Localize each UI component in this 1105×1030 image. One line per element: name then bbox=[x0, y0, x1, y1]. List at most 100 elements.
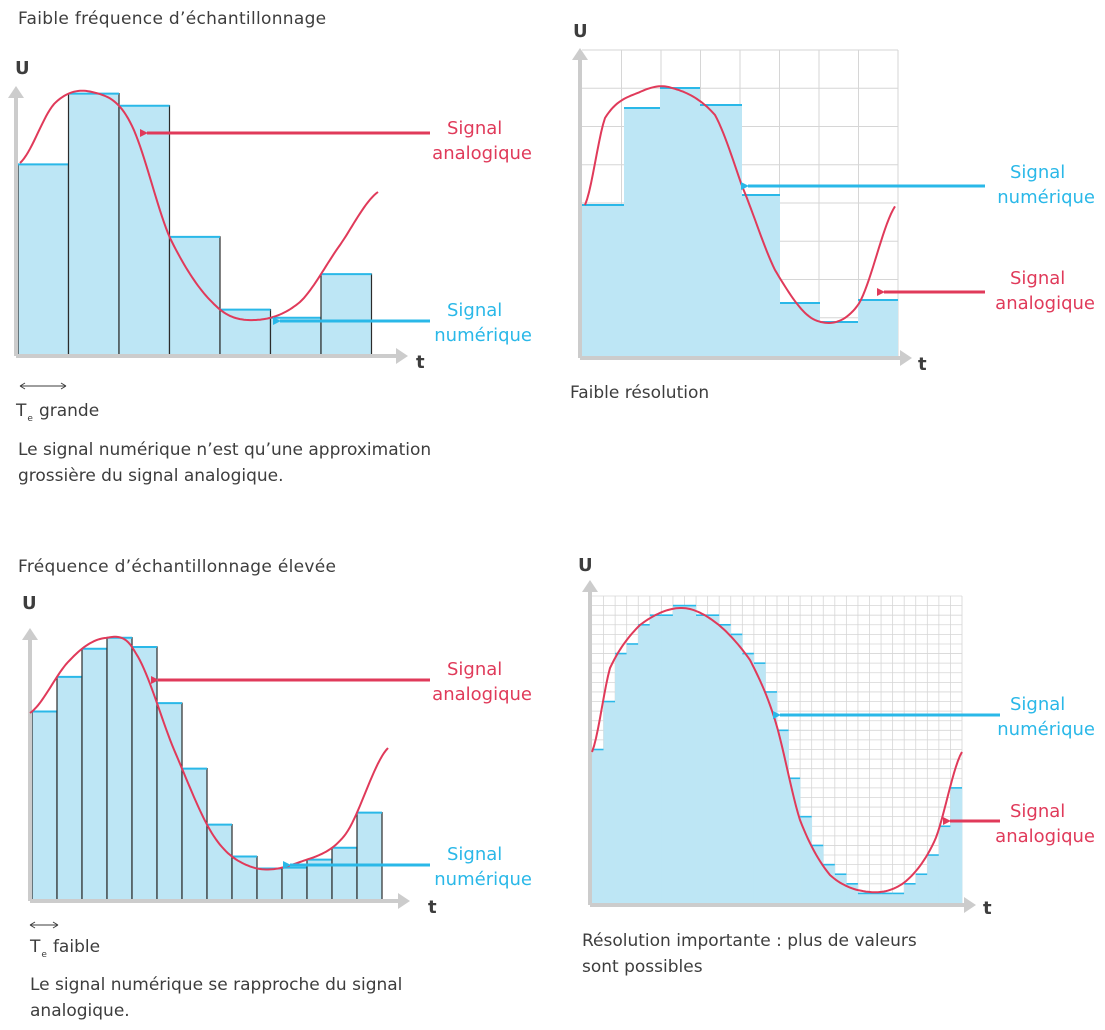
caption-line-1: Résolution importante : plus de valeurs bbox=[582, 931, 917, 951]
sample-bar bbox=[256, 867, 283, 901]
sample-bar bbox=[181, 767, 208, 901]
analog-signal-curve bbox=[591, 607, 963, 894]
resolution-step bbox=[660, 88, 700, 356]
panel-title: Fréquence d’échantillonnage élevée bbox=[18, 557, 336, 577]
sampling-period-arrowheads bbox=[29, 921, 59, 929]
resolution-step bbox=[742, 195, 780, 356]
sample-bar bbox=[206, 824, 233, 901]
sample-bar bbox=[81, 648, 108, 901]
digital-signal-steps bbox=[582, 87, 898, 356]
panel-high-resolution: U t Signal numérique Signal analogique R… bbox=[578, 555, 1095, 977]
y-axis-label: U bbox=[573, 21, 588, 42]
resolution-step bbox=[638, 624, 651, 903]
x-axis-arrowhead bbox=[900, 350, 912, 366]
analog-signal-curve bbox=[29, 635, 389, 871]
sample-bar bbox=[118, 105, 171, 356]
analog-label: Signal analogique bbox=[995, 801, 1095, 847]
x-axis-arrowhead bbox=[964, 897, 976, 913]
resolution-step bbox=[938, 826, 951, 903]
y-axis-label: U bbox=[578, 555, 593, 576]
resolution-step bbox=[927, 855, 940, 903]
resolution-step bbox=[800, 816, 812, 903]
resolution-step bbox=[700, 105, 742, 356]
sample-bar bbox=[56, 676, 83, 901]
digital-label: Signal numérique bbox=[997, 694, 1095, 740]
resolution-step bbox=[582, 205, 624, 356]
digital-signal-bars bbox=[17, 92, 373, 356]
resolution-step bbox=[915, 874, 928, 903]
panel-high-sampling-frequency: Fréquence d’échantillonnage élevée U t S… bbox=[18, 557, 532, 1021]
resolution-step bbox=[780, 303, 820, 356]
resolution-step bbox=[672, 605, 685, 903]
resolution-step bbox=[858, 300, 898, 356]
sample-bar bbox=[17, 163, 70, 356]
caption-line-1: Le signal numérique n’est qu’une approxi… bbox=[18, 440, 431, 460]
y-axis-arrowhead bbox=[22, 628, 38, 640]
resolution-step bbox=[950, 787, 963, 903]
analog-signal-curve bbox=[19, 89, 379, 322]
resolution-step bbox=[892, 893, 905, 903]
y-axis-label: U bbox=[22, 593, 37, 614]
sample-bar bbox=[168, 236, 221, 356]
sample-bar bbox=[67, 93, 120, 356]
resolution-step bbox=[661, 615, 674, 903]
resolution-step bbox=[742, 653, 755, 903]
resolution-step bbox=[707, 615, 720, 903]
digital-signal-steps bbox=[592, 604, 963, 903]
sample-bar bbox=[281, 867, 308, 901]
digital-label: Signal numérique bbox=[434, 300, 532, 346]
resolution-step bbox=[765, 691, 778, 903]
panel-title: Faible fréquence d’échantillonnage bbox=[18, 9, 326, 29]
caption: Faible résolution bbox=[570, 383, 709, 403]
x-axis-arrowhead bbox=[396, 348, 408, 364]
resolution-step bbox=[811, 845, 824, 903]
resolution-step bbox=[869, 893, 882, 903]
caption-line-2: sont possibles bbox=[582, 957, 703, 977]
resolution-step bbox=[834, 874, 847, 903]
analog-label: Signal analogique bbox=[432, 118, 532, 164]
resolution-step bbox=[684, 605, 697, 903]
panel-low-sampling-frequency: Faible fréquence d’échantillonnage U t S… bbox=[8, 9, 532, 486]
sampling-period-label: Te faible bbox=[29, 937, 100, 960]
sample-bar bbox=[320, 273, 373, 356]
sample-bar bbox=[331, 847, 358, 901]
caption-line-2: analogique. bbox=[30, 1001, 130, 1021]
caption-line-1: Le signal numérique se rapproche du sign… bbox=[30, 975, 402, 995]
digital-label: Signal numérique bbox=[434, 844, 532, 890]
resolution-step bbox=[615, 653, 627, 903]
x-axis-label: t bbox=[416, 352, 425, 373]
analog-label: Signal analogique bbox=[995, 268, 1095, 314]
resolution-step bbox=[624, 108, 660, 356]
resolution-step bbox=[730, 634, 743, 903]
resolution-step bbox=[649, 615, 662, 903]
resolution-step bbox=[881, 893, 893, 903]
sampling-period-label: Te grande bbox=[15, 401, 99, 424]
panel-low-resolution: U t Signal numérique Signal analogique F… bbox=[570, 21, 1095, 403]
x-axis-label: t bbox=[428, 897, 437, 918]
digital-signal-bars bbox=[31, 636, 383, 901]
sample-bar bbox=[219, 308, 272, 356]
resolution-step bbox=[788, 778, 801, 903]
resolution-step bbox=[592, 749, 604, 903]
y-axis-arrowhead bbox=[8, 86, 24, 98]
analog-label: Signal analogique bbox=[432, 659, 532, 705]
resolution-step bbox=[777, 730, 789, 903]
sample-bar bbox=[356, 812, 383, 901]
sample-bar bbox=[156, 702, 183, 901]
x-axis-arrowhead bbox=[398, 893, 410, 909]
resolution-step bbox=[857, 893, 870, 903]
resolution-step bbox=[904, 883, 917, 903]
caption-line-2: grossière du signal analogique. bbox=[18, 466, 284, 486]
sampling-period-arrowheads bbox=[19, 382, 67, 390]
resolution-step bbox=[696, 615, 708, 903]
y-axis-arrowhead bbox=[572, 48, 588, 60]
sample-bar bbox=[31, 710, 58, 901]
digital-label: Signal numérique bbox=[997, 162, 1095, 208]
resolution-step bbox=[626, 643, 639, 903]
sample-bar bbox=[106, 637, 133, 901]
resolution-step bbox=[823, 864, 836, 903]
sample-bar bbox=[131, 646, 158, 901]
y-axis-arrowhead bbox=[582, 580, 598, 592]
y-axis-label: U bbox=[15, 58, 30, 79]
